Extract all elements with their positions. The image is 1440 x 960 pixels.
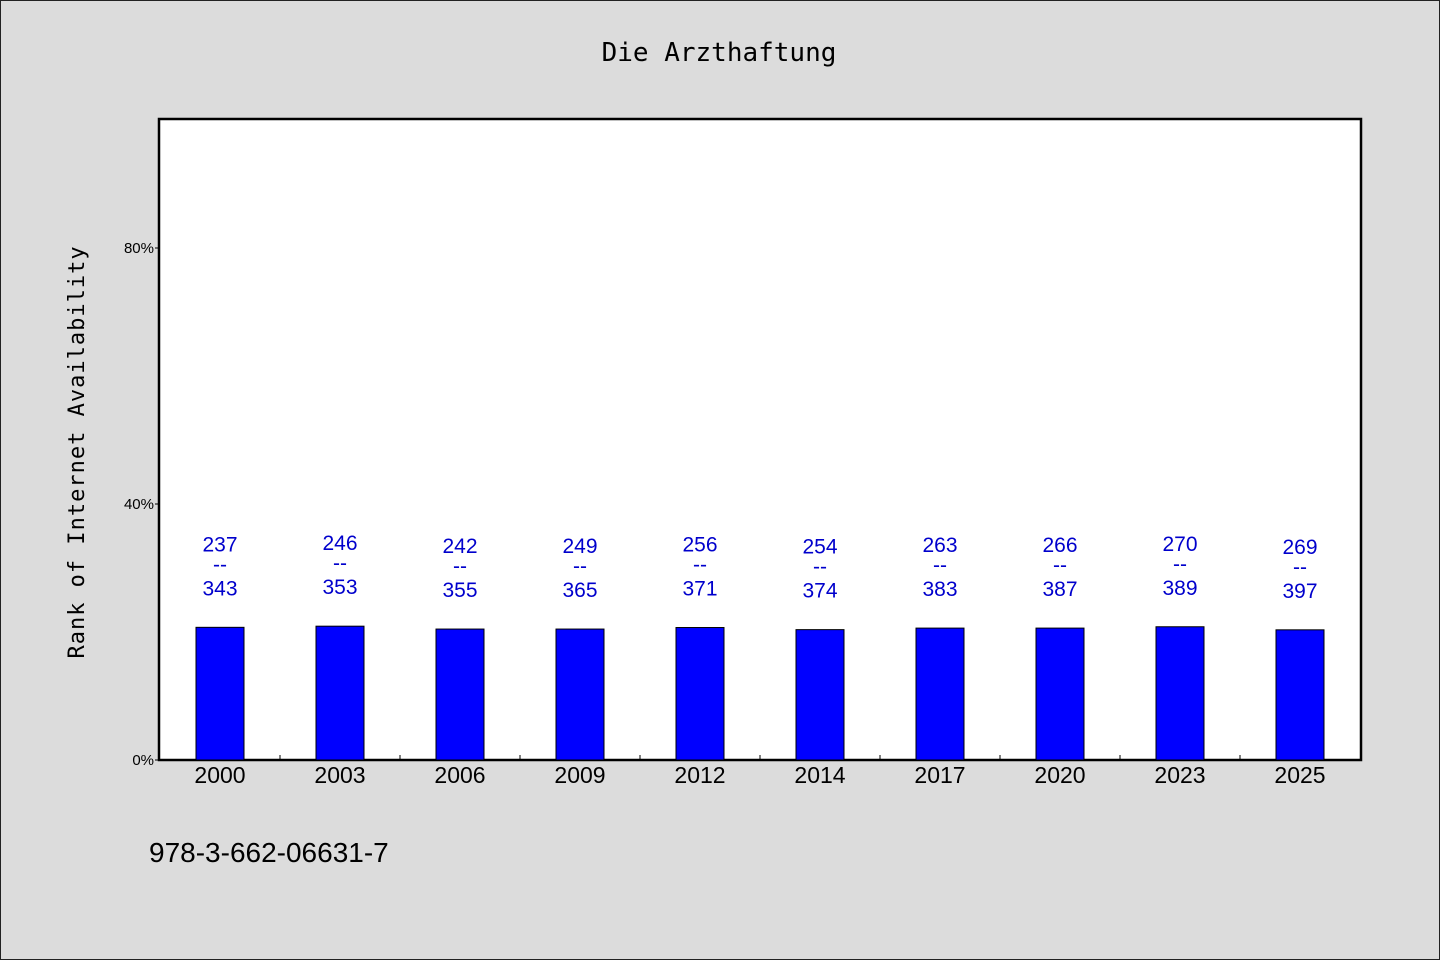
y-axis-ticks: 0% 40% 80% (124, 240, 160, 769)
data-label-bottom: 343 (202, 577, 237, 600)
data-label-top: 237 (202, 533, 237, 556)
data-label-bottom: 374 (802, 580, 837, 603)
x-axis-ticks: 2000 2003 2006 2009 2012 2014 2017 2020 2023 2025 (194, 755, 1326, 788)
bar (195, 626, 245, 761)
data-label-top: 246 (322, 532, 357, 555)
data-label-separator: -- (1293, 556, 1307, 579)
x-tick-label: 2025 (1274, 762, 1325, 788)
data-label-bottom: 371 (682, 578, 717, 601)
data-label-top: 269 (1282, 536, 1317, 559)
x-tick-label: 2003 (314, 762, 365, 788)
x-tick-label: 2020 (1034, 762, 1085, 788)
data-label-bottom: 387 (1042, 578, 1077, 601)
chart-title: Die Arzthaftung (602, 38, 837, 68)
data-labels: 237--343246--353242--355249--365256--371… (202, 532, 1317, 603)
data-label-top: 270 (1162, 533, 1197, 556)
data-label-top: 249 (562, 535, 597, 558)
data-label-top: 256 (682, 534, 717, 557)
bar (795, 629, 845, 761)
bar (315, 625, 365, 761)
data-label-separator: -- (1053, 554, 1067, 577)
bar (1035, 627, 1085, 761)
data-label-bottom: 397 (1282, 580, 1317, 603)
data-label-bottom: 353 (322, 576, 357, 599)
x-tick-label: 2023 (1154, 762, 1205, 788)
data-label-top: 254 (802, 536, 837, 559)
data-label-separator: -- (333, 552, 347, 575)
data-label-separator: -- (1173, 553, 1187, 576)
x-tick-label: 2012 (674, 762, 725, 788)
data-label-separator: -- (453, 555, 467, 578)
x-tick-label: 2006 (434, 762, 485, 788)
data-label-separator: -- (693, 554, 707, 577)
data-label-separator: -- (213, 553, 227, 576)
x-tick-label: 2009 (554, 762, 605, 788)
isbn-footer: 978-3-662-06631-7 (149, 837, 389, 868)
data-label-bottom: 383 (922, 578, 957, 601)
y-axis-label: Rank of Internet Availability (65, 245, 90, 658)
x-tick-label: 2014 (794, 762, 845, 788)
bar (1155, 626, 1205, 761)
data-label-bottom: 365 (562, 579, 597, 602)
data-label-separator: -- (813, 556, 827, 579)
y-tick-label: 0% (132, 752, 154, 769)
data-label-bottom: 389 (1162, 577, 1197, 600)
data-label-top: 266 (1042, 534, 1077, 557)
x-tick-label: 2017 (914, 762, 965, 788)
y-tick-label: 40% (124, 496, 154, 513)
bar (1275, 629, 1325, 761)
bar (675, 627, 725, 761)
data-label-bottom: 355 (442, 579, 477, 602)
data-label-top: 242 (442, 535, 477, 558)
x-tick-label: 2000 (194, 762, 245, 788)
bar (555, 628, 605, 761)
bar-series (195, 625, 1325, 761)
y-tick-label: 80% (124, 240, 154, 257)
bar (435, 628, 485, 761)
data-label-separator: -- (573, 555, 587, 578)
bar (915, 627, 965, 761)
data-label-top: 263 (922, 534, 957, 557)
data-label-separator: -- (933, 554, 947, 577)
